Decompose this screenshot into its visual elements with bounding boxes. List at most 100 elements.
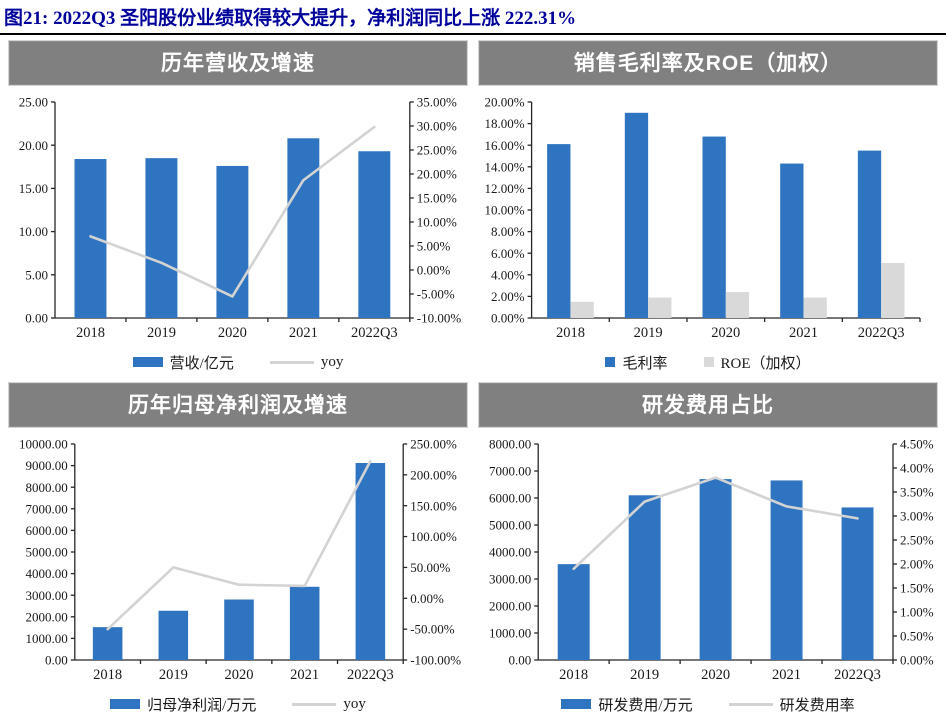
y-axis-tick-label: -50.00% — [410, 622, 455, 637]
y-axis-tick-label: 20.00% — [485, 95, 525, 110]
bar — [74, 159, 107, 318]
legend-item: 研发费用率 — [728, 694, 855, 715]
y-axis-tick-label: 1000.00 — [26, 631, 68, 646]
category-label: 2018 — [93, 667, 122, 683]
y-axis-tick-label: 25.00% — [417, 143, 457, 158]
y-axis-tick-label: 50.00% — [410, 560, 450, 575]
y-axis-tick-label: 0.00% — [491, 311, 525, 326]
y-axis-tick-label: 4.00% — [900, 461, 934, 476]
category-label: 2020 — [711, 325, 740, 341]
y-axis-tick-label: 15.00% — [417, 191, 457, 206]
y-axis-tick-label: 18.00% — [485, 116, 525, 131]
bar — [725, 292, 750, 318]
legend-label: 毛利率 — [622, 355, 668, 372]
chart-title-gross-margin-roe: 销售毛利率及ROE（加权） — [478, 40, 938, 86]
bar — [358, 151, 391, 318]
y-axis-tick-label: 0.50% — [900, 629, 934, 644]
y-axis-tick-label: 100.00% — [410, 529, 457, 544]
bar — [287, 138, 320, 318]
bar — [289, 586, 320, 660]
bar — [881, 262, 905, 318]
figure-title: 图21: 2022Q3 圣阳股份业绩取得较大提升，净利润同比上涨 222.31% — [4, 8, 577, 29]
y-axis-tick-label: 20.00% — [417, 167, 457, 182]
y-axis-tick-label: 0.00 — [25, 311, 48, 326]
line-series — [106, 459, 372, 631]
y-axis-tick-label: 6000.00 — [489, 491, 531, 506]
chart-title-rd-expense-ratio: 研发费用占比 — [478, 382, 938, 428]
y-axis-tick-label: -100.00% — [410, 653, 461, 668]
panel-gross-margin-roe: 销售毛利率及ROE（加权） 20.00% 18.00% 16.00% 14.00% 12… — [478, 40, 938, 373]
bar — [624, 112, 649, 318]
bar — [224, 599, 254, 660]
y-axis-tick-label: 9000.00 — [26, 458, 68, 473]
legend-label: ROE（加权） — [720, 355, 811, 372]
category-label: 2020 — [225, 667, 254, 683]
legend-item: 归母净利润/万元 — [110, 694, 256, 715]
y-axis-tick-label: 15.00 — [19, 181, 48, 196]
legend-label: 归母净利润/万元 — [147, 697, 257, 714]
bar — [547, 144, 571, 318]
y-axis-tick-label: 30.00% — [417, 119, 457, 134]
y-axis-tick-label: 16.00% — [485, 138, 525, 153]
bar — [770, 480, 803, 660]
category-label: 2020 — [218, 325, 247, 341]
bar — [648, 297, 672, 318]
legend-line-swatch — [292, 702, 337, 706]
legend-line-swatch — [728, 702, 773, 706]
y-axis-tick-label: 4.00% — [491, 267, 525, 282]
y-axis-tick-label: 6.00% — [491, 246, 525, 261]
y-axis-tick-label: 2.50% — [900, 533, 934, 548]
y-axis-tick-label: 0.00% — [900, 653, 934, 668]
y-axis-tick-label: 5000.00 — [26, 545, 68, 560]
chart-legend-revenue-growth: 营收/亿元 yoy — [9, 351, 467, 373]
category-label: 2018 — [556, 325, 585, 341]
y-axis-tick-label: 3.00% — [900, 509, 934, 524]
legend-label: 研发费用/万元 — [598, 697, 693, 714]
legend-label: yoy — [320, 353, 344, 370]
y-axis-tick-label: 5.00 — [25, 267, 48, 282]
legend-label: 营收/亿元 — [169, 355, 234, 372]
category-label: 2019 — [630, 667, 659, 683]
y-axis-tick-label: 4.50% — [900, 437, 934, 452]
y-axis-tick-label: 8.00% — [491, 224, 525, 239]
bar — [628, 495, 661, 660]
bar — [355, 463, 386, 660]
y-axis-tick-label: 7000.00 — [489, 464, 531, 479]
y-axis-tick-label: 2000.00 — [26, 609, 68, 624]
panel-revenue-growth: 历年营收及增速 25.00 20.00 15.00 10.00 5.00 0.00 2018… — [8, 40, 468, 373]
category-label: 2022Q3 — [834, 667, 881, 683]
legend-item: 毛利率 — [605, 352, 668, 373]
y-axis-tick-label: 0.00% — [410, 591, 444, 606]
y-axis-tick-label: 14.00% — [485, 159, 525, 174]
y-axis-tick-label: 1000.00 — [489, 626, 531, 641]
legend-line-swatch — [269, 360, 314, 364]
y-axis-tick-label: 10.00% — [417, 215, 457, 230]
y-axis-tick-label: 35.00% — [417, 95, 457, 110]
bar — [92, 627, 123, 660]
line-series — [89, 125, 376, 298]
y-axis-tick-label: 10000.00 — [19, 437, 68, 452]
charts-grid: 历年营收及增速 25.00 20.00 15.00 10.00 5.00 0.00 2018… — [0, 40, 946, 715]
category-label: 2020 — [701, 667, 730, 683]
category-label: 2018 — [559, 667, 588, 683]
chart-canvas-rd-expense-ratio: 8000.00 7000.00 6000.00 5000.00 4000.00 3000.… — [489, 437, 934, 683]
legend-item: yoy — [269, 353, 344, 371]
title-underline — [0, 33, 946, 35]
category-label: 2022Q3 — [347, 667, 394, 683]
y-axis-tick-label: 2.00% — [900, 557, 934, 572]
bar — [158, 610, 189, 660]
y-axis-tick-label: 10.00 — [19, 224, 48, 239]
y-axis-tick-label: 8000.00 — [26, 480, 68, 495]
y-axis-tick-label: 25.00 — [19, 95, 48, 110]
panel-rd-expense-ratio: 研发费用占比 8000.00 7000.00 6000.00 5000.00 4000.… — [478, 382, 938, 715]
y-axis-tick-label: 0.00 — [45, 653, 68, 668]
y-axis-tick-label: 3000.00 — [489, 572, 531, 587]
category-label: 2018 — [76, 325, 105, 341]
chart-canvas-net-profit-growth: 10000.00 9000.00 8000.00 7000.00 6000.00 5000… — [19, 437, 461, 683]
y-axis-tick-label: 1.50% — [900, 581, 934, 596]
category-label: 2021 — [289, 325, 318, 341]
chart-legend-gross-margin-roe: 毛利率 ROE（加权） — [479, 351, 937, 373]
legend-item: 研发费用/万元 — [561, 694, 693, 715]
bar — [857, 150, 882, 318]
